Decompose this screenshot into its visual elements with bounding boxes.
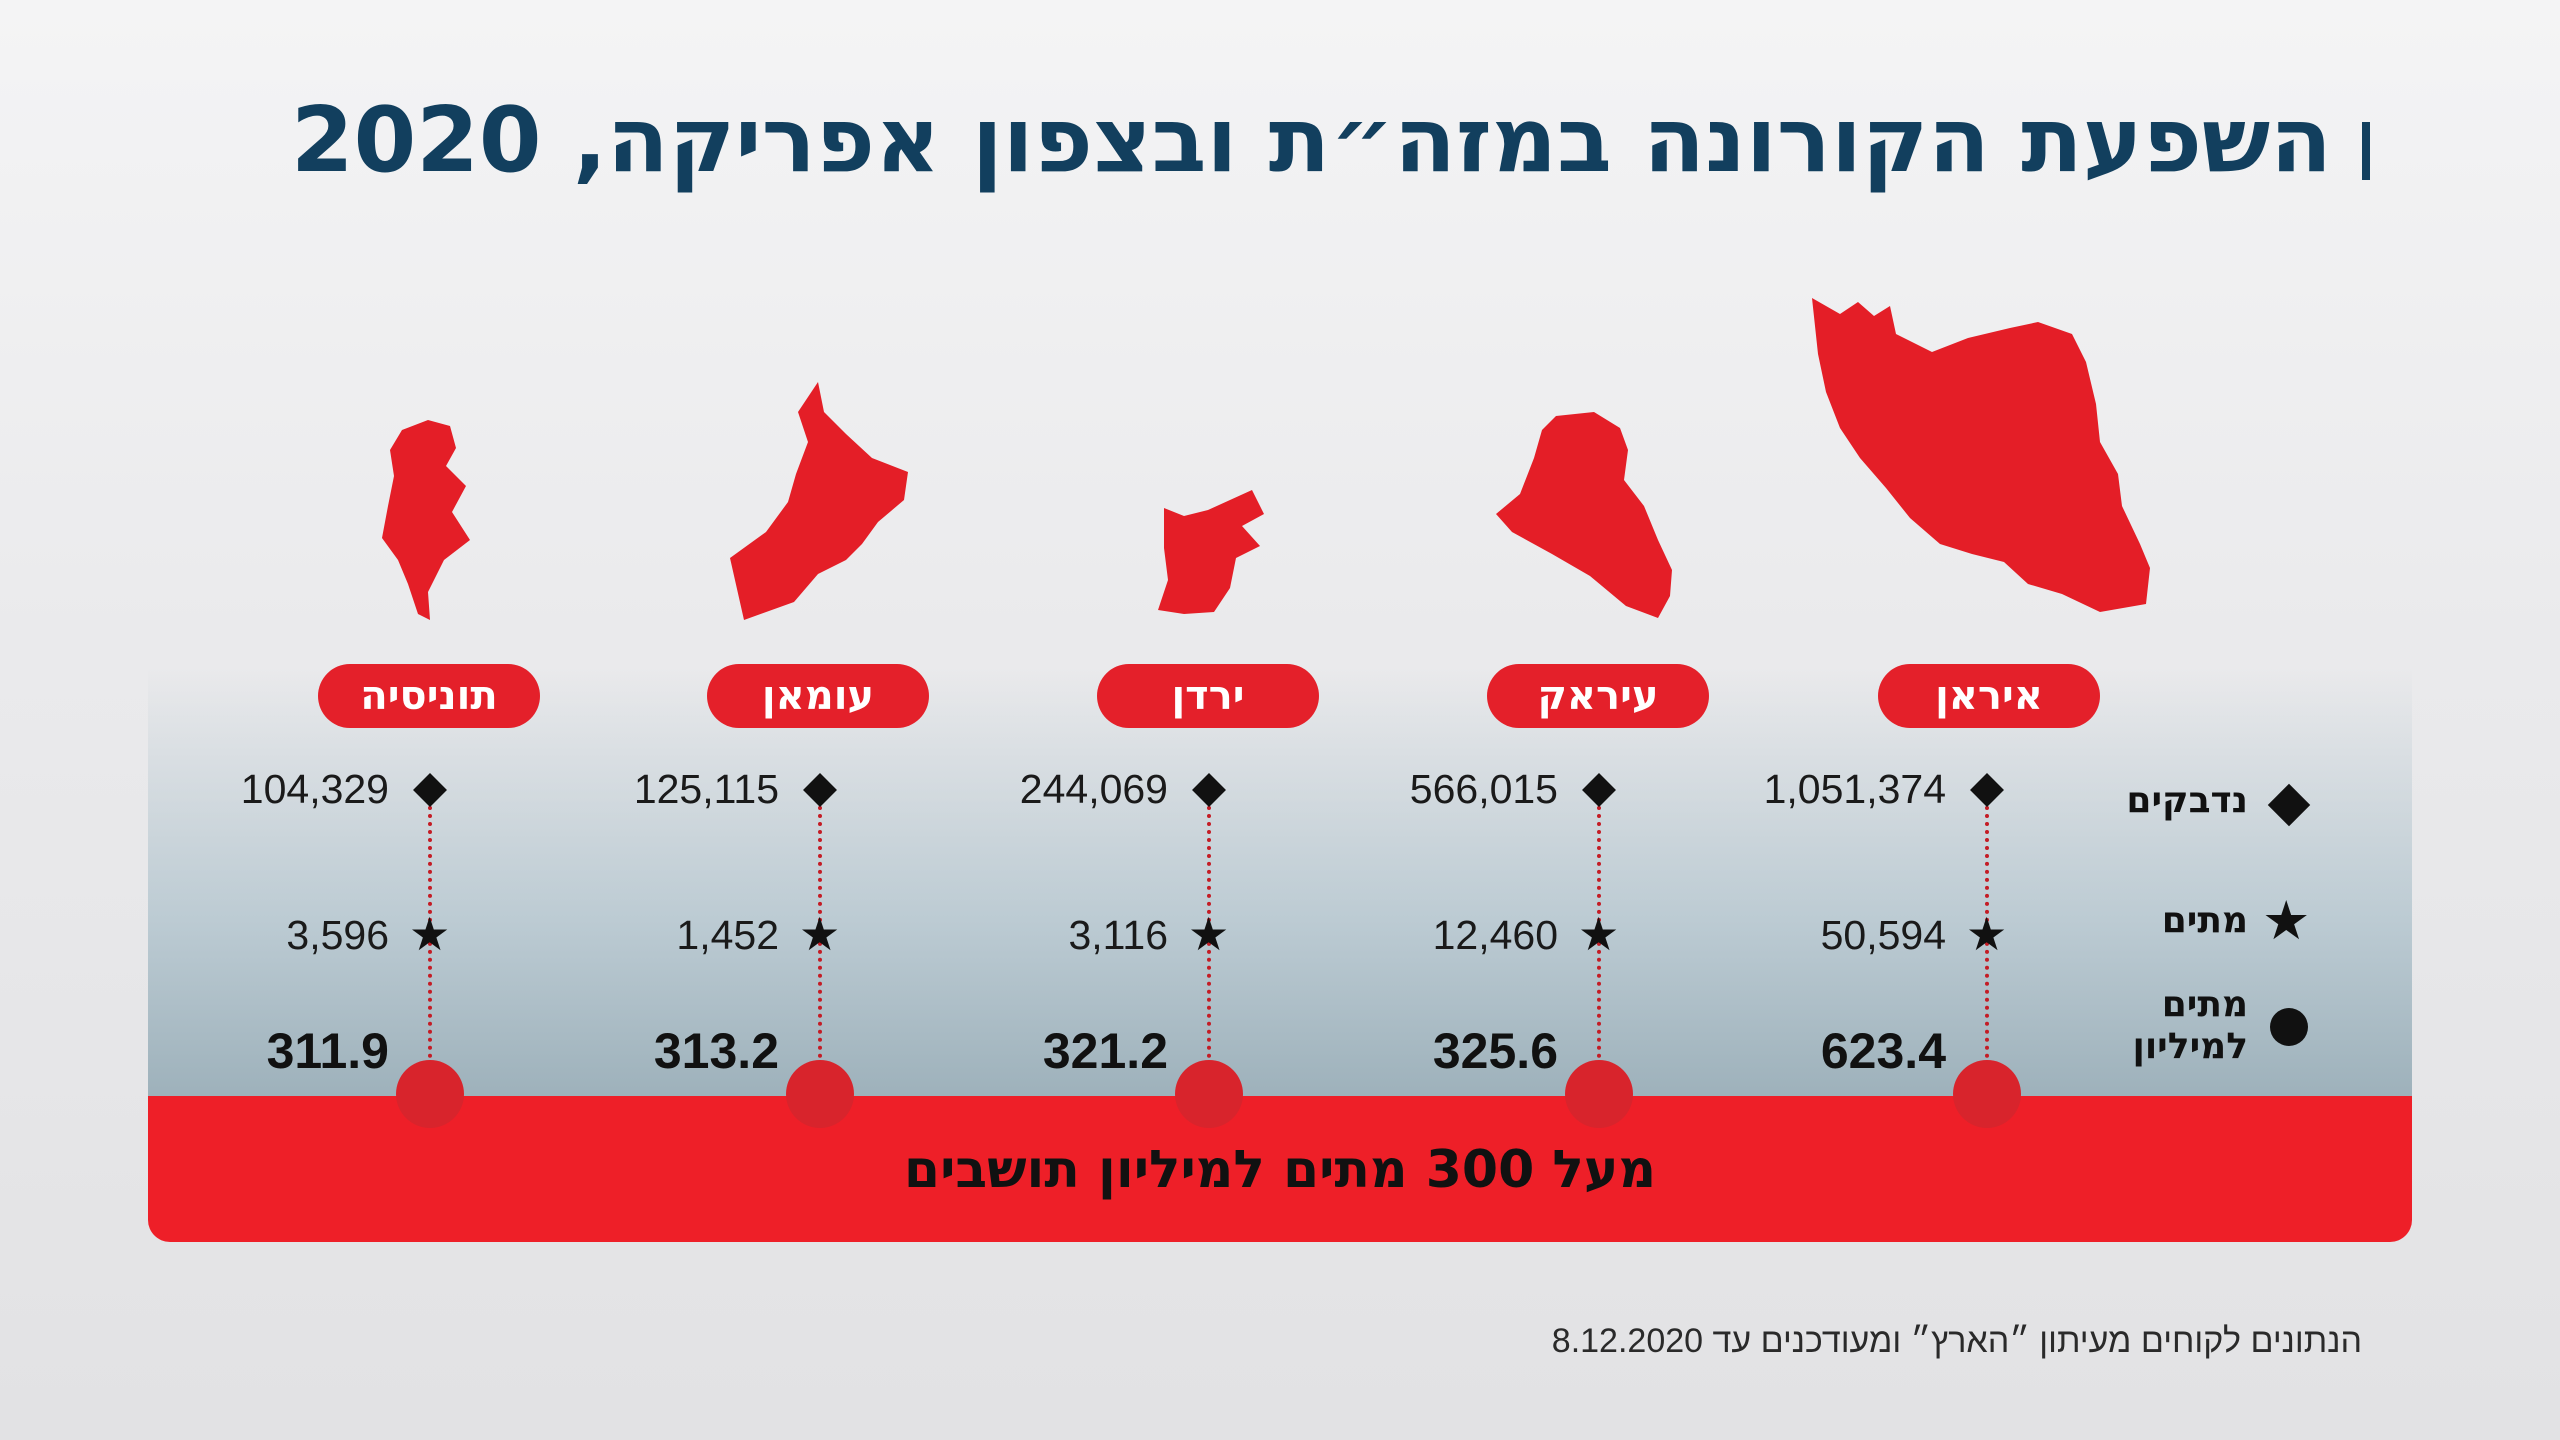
deaths-value-tunisia: 3,596 bbox=[286, 912, 389, 958]
legend-per-million-label: מתים למיליון bbox=[2132, 984, 2248, 1067]
cases-value-iran: 1,051,374 bbox=[1763, 766, 1946, 812]
deaths-star-icon: ★ bbox=[409, 907, 451, 961]
source-note: הנתונים לקוחים מעיתון ״הארץ״ ומעודכנים ע… bbox=[1551, 1322, 2362, 1360]
legend-star-icon: ★ bbox=[2262, 889, 2311, 952]
per-million-dot-icon bbox=[1175, 1060, 1243, 1128]
cases-value-tunisia: 104,329 bbox=[240, 766, 389, 812]
deaths-star-icon: ★ bbox=[1966, 907, 2008, 961]
connector-line-tunisia bbox=[428, 806, 432, 1082]
country-pill-jordan: ירדן bbox=[1097, 664, 1319, 728]
country-pill-iran: איראן bbox=[1878, 664, 2100, 728]
per-million-dot-icon bbox=[1953, 1060, 2021, 1128]
deaths-star-icon: ★ bbox=[1578, 907, 1620, 961]
country-pill-iraq: עיראק bbox=[1487, 664, 1709, 728]
title-bar bbox=[2362, 122, 2370, 180]
oman-map-icon bbox=[730, 382, 908, 620]
deaths-value-jordan: 3,116 bbox=[1068, 912, 1168, 958]
cases-value-iraq: 566,015 bbox=[1409, 766, 1558, 812]
legend-dot-icon bbox=[2270, 1008, 2308, 1046]
per-million-dot-icon bbox=[1565, 1060, 1633, 1128]
page-title: השפעת הקורונה במזה״ת ובצפון אפריקה, 2020 bbox=[290, 88, 2332, 193]
per-million-dot-icon bbox=[396, 1060, 464, 1128]
jordan-map-icon bbox=[1158, 490, 1264, 614]
per-million-value-tunisia: 311.9 bbox=[266, 1023, 389, 1079]
cases-value-oman: 125,115 bbox=[633, 766, 779, 812]
per-million-dot-icon bbox=[786, 1060, 854, 1128]
deaths-star-icon: ★ bbox=[1188, 907, 1230, 961]
per-million-value-oman: 313.2 bbox=[653, 1023, 779, 1079]
iraq-map-icon bbox=[1496, 412, 1672, 618]
deaths-value-iraq: 12,460 bbox=[1432, 912, 1558, 958]
threshold-band bbox=[148, 1096, 2412, 1242]
deaths-value-iran: 50,594 bbox=[1820, 912, 1946, 958]
threshold-label: מעל 300 מתים למיליון תושבים bbox=[903, 1140, 1657, 1200]
deaths-star-icon: ★ bbox=[799, 907, 841, 961]
tunisia-map-icon bbox=[382, 420, 470, 620]
connector-line-jordan bbox=[1207, 806, 1211, 1082]
per-million-value-iraq: 325.6 bbox=[1432, 1023, 1558, 1079]
legend-deaths-label: מתים bbox=[2161, 900, 2248, 941]
legend-cases-label: נדבקים bbox=[2126, 780, 2248, 821]
connector-line-iraq bbox=[1597, 806, 1601, 1082]
per-million-value-jordan: 321.2 bbox=[1042, 1023, 1168, 1079]
deaths-value-oman: 1,452 bbox=[676, 912, 779, 958]
per-million-value-iran: 623.4 bbox=[1820, 1023, 1946, 1079]
country-pill-oman: עומאן bbox=[707, 664, 929, 728]
iran-map-icon bbox=[1812, 298, 2150, 612]
connector-line-iran bbox=[1985, 806, 1989, 1082]
connector-line-oman bbox=[818, 806, 822, 1082]
cases-value-jordan: 244,069 bbox=[1019, 766, 1168, 812]
country-pill-tunisia: תוניסיה bbox=[318, 664, 540, 728]
